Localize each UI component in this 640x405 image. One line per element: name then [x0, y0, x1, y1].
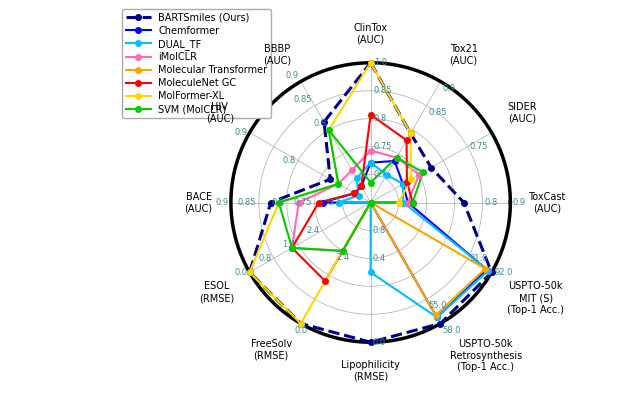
Text: SIDER
(AUC): SIDER (AUC) — [508, 102, 537, 124]
Text: 0.9: 0.9 — [443, 84, 456, 93]
Text: 0.8: 0.8 — [372, 226, 385, 235]
Text: FreeSolv
(RMSE): FreeSolv (RMSE) — [250, 339, 292, 361]
Text: 2.4: 2.4 — [336, 254, 349, 262]
Text: 0.8: 0.8 — [271, 198, 284, 207]
Text: 0.75: 0.75 — [470, 142, 488, 151]
Text: 58.0: 58.0 — [442, 326, 461, 335]
Text: 2.4: 2.4 — [307, 226, 320, 235]
Text: 0.8: 0.8 — [313, 119, 326, 128]
Text: 1.0: 1.0 — [374, 58, 387, 67]
Text: 0.85: 0.85 — [429, 108, 447, 117]
Text: 0.85: 0.85 — [294, 95, 312, 104]
Text: 0.8: 0.8 — [282, 156, 296, 165]
Text: 0.8: 0.8 — [258, 254, 271, 263]
Text: ClinTox
(AUC): ClinTox (AUC) — [353, 23, 388, 45]
Text: 1.4: 1.4 — [282, 240, 296, 249]
Legend: BARTSmiles (Ours), Chemformer, DUAL_TF, iMolCLR, Molecular Transformer, Molecule: BARTSmiles (Ours), Chemformer, DUAL_TF, … — [122, 9, 271, 118]
Text: 0.85: 0.85 — [238, 198, 257, 207]
Text: BBBP
(AUC): BBBP (AUC) — [264, 44, 292, 66]
Text: 0.9: 0.9 — [513, 198, 526, 207]
Text: 0.8: 0.8 — [374, 114, 387, 123]
Text: Tox21
(AUC): Tox21 (AUC) — [449, 44, 477, 66]
Text: 55.0: 55.0 — [428, 301, 447, 310]
Text: 0.75: 0.75 — [294, 198, 312, 207]
Text: HIV
(AUC): HIV (AUC) — [206, 102, 234, 124]
Text: 91.0: 91.0 — [470, 254, 488, 263]
Text: 0.75: 0.75 — [374, 142, 392, 151]
Text: 0.0: 0.0 — [294, 326, 307, 335]
Text: 0.9: 0.9 — [285, 71, 298, 80]
Text: 0.9: 0.9 — [234, 128, 247, 137]
Text: Lipophilicity
(RMSE): Lipophilicity (RMSE) — [341, 360, 400, 382]
Text: 92.0: 92.0 — [494, 268, 513, 277]
Text: 0.0: 0.0 — [372, 338, 385, 347]
Text: ESOL
(RMSE): ESOL (RMSE) — [198, 281, 234, 303]
Text: 0.7: 0.7 — [374, 170, 387, 179]
Text: 0.4: 0.4 — [372, 254, 385, 263]
Text: BACE
(AUC): BACE (AUC) — [184, 192, 212, 213]
Text: USPTO-50k
Retrosynthesis
(Top-1 Acc.): USPTO-50k Retrosynthesis (Top-1 Acc.) — [449, 339, 522, 373]
Text: 0.0: 0.0 — [234, 268, 247, 277]
Text: USPTO-50k
MIT (S)
(Top-1 Acc.): USPTO-50k MIT (S) (Top-1 Acc.) — [508, 281, 564, 315]
Text: 0.7: 0.7 — [327, 198, 340, 207]
Text: 0.9: 0.9 — [215, 198, 228, 207]
Text: 0.8: 0.8 — [485, 198, 498, 207]
Text: ToxCast
(AUC): ToxCast (AUC) — [529, 192, 566, 213]
Text: 0.85: 0.85 — [374, 86, 392, 95]
